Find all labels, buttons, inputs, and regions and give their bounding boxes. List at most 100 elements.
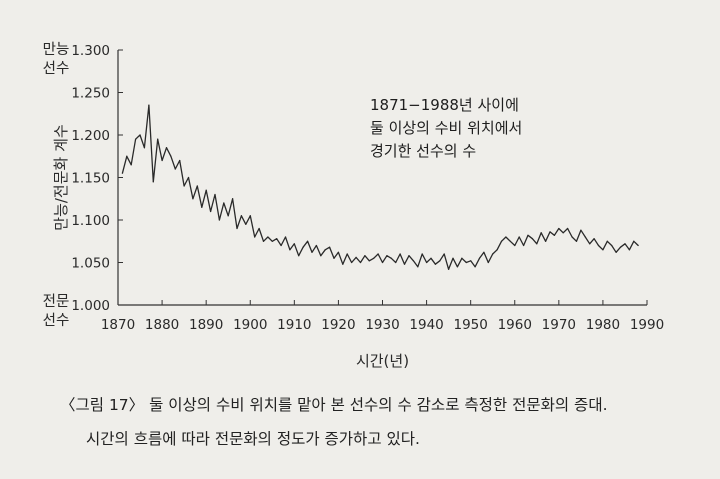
data-point — [522, 244, 525, 247]
data-point — [421, 253, 423, 255]
data-point — [302, 246, 304, 248]
y-tick-label: 1.150 — [71, 171, 110, 187]
chart-ticks: 1.000 1.050 1.100 1.150 1.200 1.250 1.300 1870 1… — [71, 43, 664, 333]
data-point — [121, 172, 124, 174]
data-point — [306, 240, 309, 242]
data-point — [531, 238, 533, 240]
data-point — [628, 249, 630, 251]
data-point — [267, 236, 269, 238]
data-point — [298, 255, 300, 257]
x-axis-title: 시간(년) — [356, 352, 409, 370]
x-tick-label: 1900 — [233, 317, 267, 333]
data-point — [346, 253, 348, 255]
data-point — [315, 244, 317, 247]
x-tick-label: 1880 — [145, 317, 179, 333]
data-point — [403, 263, 406, 265]
data-point — [412, 260, 414, 262]
x-tick-label: 1890 — [189, 317, 223, 333]
data-point — [434, 263, 436, 265]
data-point — [518, 236, 520, 238]
data-point — [359, 261, 362, 264]
data-point — [448, 268, 450, 270]
data-point — [443, 253, 445, 255]
data-point — [456, 266, 459, 268]
data-point — [236, 227, 238, 230]
data-point — [549, 231, 551, 233]
data-point — [364, 255, 366, 257]
data-point — [571, 236, 573, 238]
data-point — [333, 257, 335, 259]
data-point — [254, 236, 256, 238]
data-point — [218, 219, 220, 221]
data-point — [201, 206, 203, 208]
data-point — [157, 138, 159, 140]
data-point — [487, 261, 489, 264]
y-tick-label: 1.300 — [71, 43, 110, 59]
data-point — [474, 266, 476, 268]
data-point — [143, 147, 146, 149]
data-point — [553, 234, 556, 236]
x-tick-label: 1960 — [498, 317, 532, 333]
data-point — [271, 240, 273, 242]
series-line — [121, 104, 639, 270]
data-point — [500, 240, 503, 242]
x-tick-label: 1970 — [542, 317, 576, 333]
data-point — [478, 257, 481, 259]
data-point — [351, 261, 353, 264]
y-tick-label: 1.100 — [71, 213, 110, 229]
data-point — [496, 249, 498, 251]
data-point — [637, 244, 639, 247]
data-point — [417, 266, 419, 268]
data-point — [174, 168, 176, 170]
data-point — [187, 176, 190, 179]
data-point — [240, 215, 243, 217]
data-point — [209, 210, 212, 213]
data-point — [562, 232, 564, 234]
chart-series — [121, 104, 639, 270]
data-point — [589, 243, 591, 245]
data-point — [373, 257, 375, 259]
data-point — [139, 134, 141, 136]
data-point — [624, 243, 626, 245]
data-point — [258, 227, 260, 230]
data-point — [165, 147, 168, 149]
data-point — [395, 261, 397, 264]
data-point — [386, 255, 388, 257]
data-point — [611, 244, 613, 247]
figure-caption-line-1: 〈그림 17〉 둘 이상의 수비 위치를 맡아 본 선수의 수 감소로 측정한 … — [60, 396, 608, 414]
data-point — [355, 256, 357, 258]
chart-annotation-line: 1871−1988년 사이에 — [370, 96, 519, 114]
data-point — [284, 236, 287, 238]
data-point — [249, 215, 251, 217]
data-point — [536, 243, 538, 245]
chart-axes — [117, 50, 647, 306]
data-point — [311, 251, 313, 253]
data-point — [633, 240, 635, 242]
data-point — [276, 238, 278, 240]
data-point — [223, 202, 225, 204]
y-annotation-bottom: 선수 — [43, 312, 70, 329]
y-annotation-top: 선수 — [43, 60, 70, 77]
data-point — [342, 263, 344, 265]
data-point — [148, 104, 150, 106]
data-point — [183, 185, 185, 187]
data-point — [619, 246, 622, 248]
data-point — [368, 260, 370, 262]
data-point — [540, 232, 542, 234]
data-point — [606, 240, 608, 242]
data-point — [439, 260, 441, 262]
data-point — [135, 138, 137, 140]
data-point — [214, 193, 216, 196]
data-point — [483, 251, 485, 253]
data-point — [492, 253, 494, 255]
data-point — [602, 249, 604, 251]
data-point — [245, 223, 247, 225]
data-point — [580, 229, 582, 231]
data-point — [320, 255, 322, 257]
data-point — [130, 164, 132, 166]
data-point — [205, 189, 207, 191]
data-point — [377, 253, 379, 255]
data-point — [196, 185, 198, 187]
